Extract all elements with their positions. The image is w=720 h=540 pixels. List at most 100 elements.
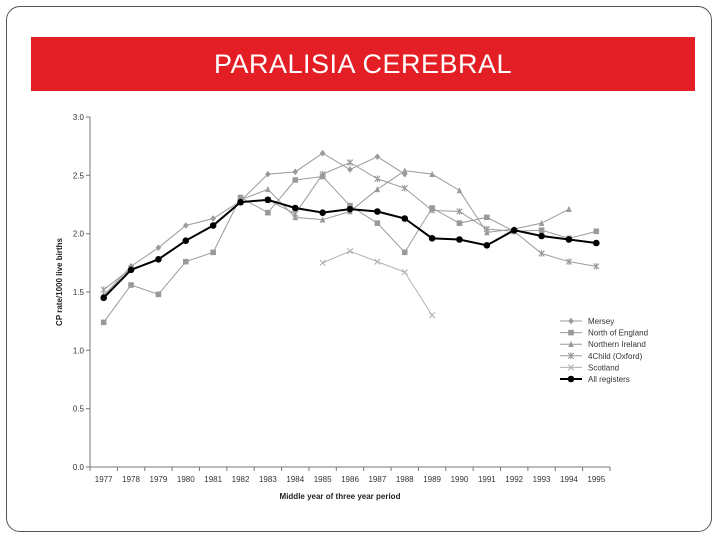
data-point [456,236,463,243]
data-point [319,216,326,223]
y-tick-label: 2.0 [73,230,85,239]
title-banner: PARALISIA CEREBRAL [31,37,695,91]
chart-legend: Mersey North of England Northern Ireland 4C… [560,317,648,384]
data-point [292,168,299,176]
data-point [428,312,436,319]
data-point [347,166,353,173]
x-tick-label: 1977 [95,475,113,484]
legend-label: Scotland [588,363,619,372]
data-point [155,244,162,251]
data-point [484,214,490,221]
x-tick-label: 1992 [505,475,523,484]
legend-marker [568,329,574,336]
data-point [401,268,408,276]
data-point [566,205,572,212]
data-point [210,215,216,222]
data-point [538,250,545,257]
legend-marker [567,352,575,360]
data-point [100,294,107,302]
slide-title: PARALISIA CEREBRAL [213,48,513,79]
x-tick-label: 1985 [314,475,332,484]
data-point [265,209,271,216]
data-point [127,266,135,274]
series-northern-ireland [237,167,572,236]
series-4child-oxford- [100,159,600,293]
data-point [319,259,326,267]
data-point [456,187,463,194]
y-tick-label: 2.5 [73,171,85,180]
series-all-registers [100,196,600,302]
series-line [322,250,433,316]
y-tick-label: 3.0 [73,113,85,122]
y-tick-label: 0.5 [73,405,85,414]
data-point [456,208,463,215]
data-point [374,220,381,226]
data-point [483,242,491,249]
data-point [401,184,408,192]
data-point [347,202,353,209]
chart-series [100,149,600,326]
data-point [374,258,381,265]
data-point [291,204,299,212]
data-point [155,291,162,298]
data-point [237,198,244,206]
data-point [428,235,436,242]
data-point [374,186,381,193]
data-point [319,170,326,178]
legend-marker [567,364,575,371]
y-tick-label: 1.5 [73,288,85,297]
data-point [593,263,600,270]
series-line [102,198,597,299]
legend-label: Northern Ireland [588,340,646,349]
x-tick-label: 1993 [533,475,551,484]
x-axis-title: Middle year of three year period [280,492,401,501]
data-point [483,225,491,233]
data-point [565,236,573,243]
data-point [401,249,408,256]
data-point [182,237,190,244]
data-point [538,219,545,226]
data-point [538,227,545,233]
data-point [319,149,326,157]
x-tick-label: 1995 [587,475,605,484]
series-line [240,170,570,234]
data-point [565,258,573,265]
data-point [401,167,408,174]
data-point [182,222,189,229]
data-point [265,170,271,178]
data-point [456,220,463,226]
x-tick-label: 1980 [177,475,195,484]
data-point [510,226,518,234]
data-point [100,286,107,293]
legend-marker [568,340,574,347]
x-tick-label: 1982 [232,475,250,484]
y-axis-title: CP rate/1000 live births [55,238,64,326]
data-point [374,208,381,215]
x-tick-label: 1990 [451,475,469,484]
data-point [209,222,217,229]
x-tick-label: 1988 [396,475,414,484]
data-point [429,170,435,177]
legend-label: North of England [588,329,648,338]
chart-axes: 0.0 0.5 1.0 1.5 2.0 2.5 3.0 1977 1978 1979 1980 198… [55,113,611,501]
x-tick-label: 1984 [286,475,304,484]
data-point [346,159,354,166]
legend-marker [568,317,574,325]
data-point [346,247,354,255]
data-point [264,196,272,204]
data-point [155,256,162,263]
data-point [319,209,326,216]
data-point [292,177,299,183]
y-tick-label: 0.0 [73,463,85,472]
x-tick-label: 1981 [204,475,222,484]
legend-marker [567,375,575,383]
series-line [103,152,406,296]
data-point [128,282,134,288]
data-point [593,228,600,235]
x-tick-label: 1979 [150,475,168,484]
x-tick-label: 1991 [478,475,496,484]
series-north-of-england [100,173,600,326]
data-point [346,205,354,213]
y-tick-label: 1.0 [73,346,85,355]
series-mersey [100,149,408,299]
